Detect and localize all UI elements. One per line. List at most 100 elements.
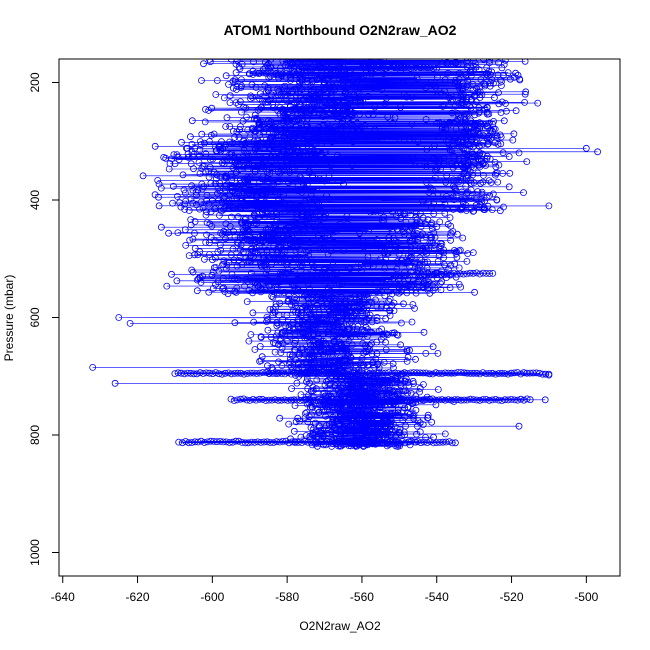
data-point — [370, 208, 378, 216]
data-point — [464, 156, 472, 164]
data-point — [326, 86, 334, 93]
data-point — [360, 243, 368, 251]
data-point — [309, 383, 317, 391]
data-point — [483, 103, 491, 111]
data-point — [234, 276, 242, 284]
data-point — [309, 303, 317, 311]
data-point — [189, 235, 197, 243]
data-point — [449, 119, 457, 127]
data-point — [474, 151, 482, 159]
data-point — [270, 339, 277, 347]
data-point — [316, 99, 324, 107]
data-point — [245, 152, 253, 160]
data-point — [353, 119, 361, 127]
data-point — [240, 395, 248, 403]
data-point — [395, 283, 403, 291]
data-point — [389, 227, 396, 235]
data-point — [218, 138, 225, 146]
data-point — [279, 316, 287, 324]
data-point — [287, 363, 295, 371]
data-point — [187, 221, 195, 229]
data-point — [166, 160, 174, 167]
data-point — [314, 330, 322, 338]
data-point — [386, 307, 394, 315]
data-point — [205, 288, 213, 296]
data-point — [469, 119, 477, 127]
data-point — [168, 270, 175, 278]
data-point — [269, 70, 277, 77]
data-point — [450, 152, 458, 160]
data-point — [369, 359, 377, 367]
data-point — [278, 362, 286, 370]
data-point — [447, 229, 455, 237]
data-point — [455, 111, 463, 119]
data-point — [287, 74, 295, 82]
data-point — [594, 148, 601, 156]
data-point — [366, 137, 373, 144]
data-point — [470, 59, 477, 65]
data-point — [281, 225, 289, 233]
data-point — [287, 149, 294, 157]
data-point — [321, 148, 328, 156]
data-point — [200, 439, 208, 446]
data-point — [250, 138, 258, 146]
data-point — [336, 410, 344, 418]
data-point — [271, 188, 279, 196]
data-point — [406, 346, 413, 354]
data-point — [394, 239, 402, 247]
data-point — [395, 135, 403, 143]
data-point — [486, 126, 494, 134]
data-point — [337, 131, 345, 139]
data-point — [433, 166, 441, 174]
data-point — [228, 213, 235, 221]
data-point — [244, 257, 252, 265]
data-point — [463, 81, 471, 89]
data-point — [296, 262, 304, 270]
data-point — [325, 157, 333, 165]
data-point — [341, 299, 349, 307]
data-point — [426, 395, 433, 403]
data-point — [215, 211, 223, 219]
data-point — [369, 418, 377, 426]
data-point — [222, 228, 229, 236]
data-point — [305, 100, 313, 107]
data-point — [250, 115, 258, 122]
data-point — [304, 211, 311, 219]
data-point — [363, 332, 371, 340]
data-point — [360, 293, 368, 300]
data-point — [220, 206, 228, 213]
data-point — [325, 345, 333, 353]
data-point — [251, 111, 259, 119]
data-point — [294, 287, 302, 295]
data-point — [256, 342, 264, 350]
data-point — [494, 71, 502, 79]
data-point — [430, 142, 438, 150]
data-point — [464, 164, 472, 172]
data-point — [367, 414, 375, 422]
data-point — [191, 251, 199, 259]
data-point — [397, 209, 404, 217]
data-point — [303, 203, 311, 211]
data-point — [188, 153, 196, 161]
data-point — [373, 303, 381, 311]
data-point — [450, 269, 458, 277]
data-point — [265, 277, 272, 285]
data-point — [472, 84, 480, 92]
data-point — [348, 314, 356, 322]
data-point — [362, 318, 370, 326]
data-point — [306, 350, 314, 358]
data-point — [303, 217, 311, 225]
data-point — [391, 369, 399, 377]
data-point — [499, 169, 507, 177]
data-point — [222, 123, 230, 130]
data-point — [487, 79, 495, 87]
data-point — [384, 331, 392, 339]
data-point — [286, 205, 294, 213]
data-point — [221, 182, 229, 190]
data-point — [268, 181, 276, 189]
data-point — [225, 81, 232, 88]
data-point — [296, 397, 304, 404]
data-point — [304, 114, 312, 122]
data-point — [256, 69, 264, 77]
data-point — [308, 275, 316, 282]
